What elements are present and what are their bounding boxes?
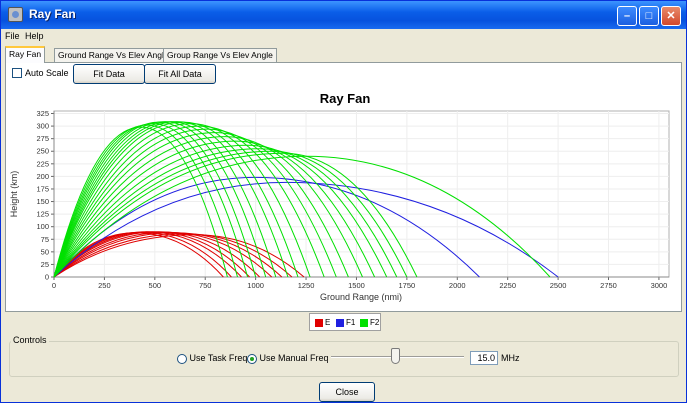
x-tick-label: 1500: [348, 281, 365, 290]
y-tick-label: 0: [45, 273, 49, 282]
legend-item-f1: F1: [336, 318, 355, 327]
ray-e: [53, 234, 305, 278]
ray-fan-chart: 0 250 500 750 1000 1250 1500 1750 2000 2250 2500 27…: [9, 91, 670, 302]
auto-scale-checkbox[interactable]: [12, 67, 22, 78]
legend-item-e: E: [315, 318, 330, 327]
ray-e: [53, 233, 293, 278]
legend-swatch-e: [315, 318, 323, 327]
x-tick-label: 250: [98, 281, 111, 290]
close-icon: ✕: [666, 10, 676, 22]
maximize-icon: □: [645, 10, 653, 22]
ray-f1: [53, 181, 559, 278]
y-tick-label: 325: [36, 109, 49, 118]
y-tick-label: 150: [36, 197, 49, 206]
ray-f2: [53, 126, 228, 278]
x-tick-label: 1750: [399, 281, 416, 290]
x-tick-label: 750: [199, 281, 212, 290]
title-bar[interactable]: Ray Fan – □ ✕: [1, 1, 686, 29]
y-tick-label: 25: [41, 260, 49, 269]
legend-item-f2: F2: [360, 318, 379, 327]
legend-swatch-f2: [360, 318, 368, 327]
ray-f2: [53, 121, 289, 278]
frequency-slider-thumb[interactable]: [391, 348, 400, 364]
x-tick-label: 1000: [247, 281, 264, 290]
fit-data-button[interactable]: Fit Data: [73, 64, 145, 84]
fit-all-data-button[interactable]: Fit All Data: [144, 64, 216, 84]
y-tick-label: 250: [36, 147, 49, 156]
y-tick-label: 200: [36, 172, 49, 181]
y-tick-label: 225: [36, 159, 49, 168]
y-tick-label: 175: [36, 184, 49, 193]
minimize-button[interactable]: –: [617, 6, 637, 26]
y-tick-label: 75: [41, 235, 49, 244]
y-axis-label: Height (km): [9, 171, 19, 218]
ray-f2: [53, 125, 325, 278]
menu-help[interactable]: Help: [25, 31, 44, 41]
x-tick-label: 2500: [550, 281, 567, 290]
ray-f2: [53, 150, 408, 278]
menu-bar: File Help: [1, 29, 686, 45]
rays: [53, 121, 559, 278]
window-title: Ray Fan: [29, 7, 76, 21]
legend-label-e: E: [325, 318, 331, 328]
x-tick-label: 2000: [449, 281, 466, 290]
close-button[interactable]: Close: [319, 382, 375, 402]
ray-f2: [53, 140, 376, 278]
x-tick-label: 500: [149, 281, 162, 290]
x-axis-label: Ground Range (nmi): [320, 292, 402, 302]
app-icon: [8, 7, 23, 22]
y-tick-label: 125: [36, 210, 49, 219]
ray-f2: [53, 155, 551, 278]
x-tick-label: 1250: [298, 281, 315, 290]
manual-freq-radio[interactable]: [247, 353, 257, 364]
ray-f2: [53, 148, 398, 278]
legend-label-f1: F1: [346, 318, 356, 328]
tab-ground-range[interactable]: Ground Range Vs Elev Angle: [54, 48, 173, 63]
x-tick-label: 2250: [499, 281, 516, 290]
task-freq-radio[interactable]: [177, 353, 187, 364]
ray-e: [53, 232, 283, 278]
y-tick-label: 50: [41, 247, 49, 256]
ray-f2: [53, 136, 363, 278]
ray-f2: [53, 132, 349, 278]
y-tick-label: 275: [36, 134, 49, 143]
tab-ray-fan[interactable]: Ray Fan: [5, 46, 46, 63]
ray-f2: [53, 144, 388, 278]
ray-f1: [53, 176, 480, 278]
task-freq-label: Use Task Freq: [189, 353, 248, 363]
manual-freq-label: Use Manual Freq: [259, 353, 329, 363]
controls-title: Controls: [11, 335, 49, 345]
menu-file[interactable]: File: [5, 31, 20, 41]
maximize-button[interactable]: □: [639, 6, 659, 26]
task-freq-option[interactable]: Use Task Freq: [177, 353, 247, 364]
frequency-unit: MHz: [501, 353, 520, 363]
y-tick-label: 300: [36, 122, 49, 131]
x-tick-label: 3000: [651, 281, 668, 290]
close-window-button[interactable]: ✕: [661, 6, 681, 26]
ray-f2: [53, 128, 337, 278]
legend-label-f2: F2: [370, 318, 380, 328]
manual-freq-option[interactable]: Use Manual Freq: [247, 353, 329, 364]
ray-f2: [53, 152, 418, 278]
y-tick-label: 100: [36, 222, 49, 231]
controls-group: [9, 341, 679, 377]
auto-scale-row: Auto Scale: [12, 67, 69, 81]
x-tick-label: 0: [52, 281, 56, 290]
x-tick-label: 2750: [600, 281, 617, 290]
chart-title: Ray Fan: [320, 91, 371, 106]
axes: 0 250 500 750 1000 1250 1500 1750 2000 2250 2500 27…: [36, 109, 669, 290]
grid: [53, 111, 669, 278]
chart-legend: E F1 F2: [309, 313, 381, 331]
minimize-icon: –: [623, 10, 631, 22]
tab-group-range[interactable]: Group Range Vs Elev Angle: [163, 48, 277, 63]
ray-f2: [53, 121, 299, 278]
legend-swatch-f1: [336, 318, 344, 327]
frequency-input[interactable]: 15.0: [470, 351, 498, 365]
auto-scale-label: Auto Scale: [25, 67, 69, 78]
ray-f2: [53, 123, 311, 278]
